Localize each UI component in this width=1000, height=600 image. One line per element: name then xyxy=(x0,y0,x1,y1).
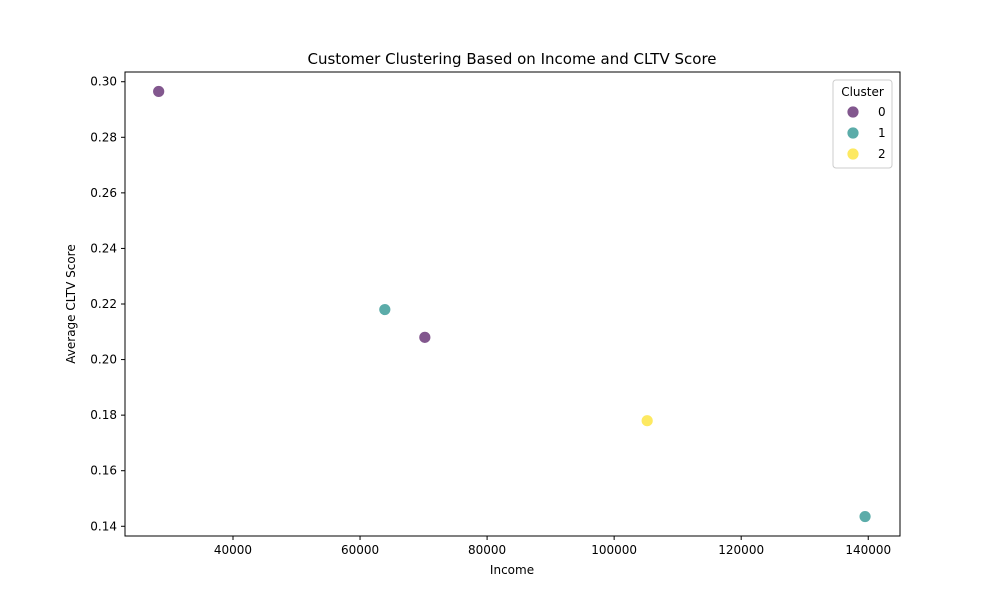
y-tick-label: 0.22 xyxy=(90,297,117,311)
data-point-cluster-1 xyxy=(378,303,392,316)
y-tick-label: 0.28 xyxy=(90,130,117,144)
legend-marker xyxy=(846,126,860,140)
y-tick-label: 0.20 xyxy=(90,353,117,367)
data-point-cluster-2 xyxy=(640,414,654,428)
legend-box xyxy=(832,79,893,169)
x-tick-label: 80000 xyxy=(468,543,506,557)
y-tick-label: 0.18 xyxy=(90,408,117,422)
y-axis: 0.14 0.16 0.18 0.20 0.22 0.24 0.26 0.28 0.30 xyxy=(90,75,125,533)
x-axis-label: Income xyxy=(490,563,534,577)
x-tick-label: 40000 xyxy=(214,543,252,557)
legend-title: Cluster xyxy=(841,85,884,99)
legend-marker xyxy=(846,147,860,161)
legend: Cluster 0 1 2 xyxy=(832,79,893,169)
y-tick-label: 0.26 xyxy=(90,186,117,200)
y-tick-label: 0.14 xyxy=(90,519,117,533)
x-tick-label: 60000 xyxy=(341,543,379,557)
data-points xyxy=(152,85,872,523)
x-tick-label: 120000 xyxy=(718,543,764,557)
legend-label: 0 xyxy=(878,105,886,119)
data-point-cluster-0 xyxy=(152,85,166,98)
x-tick-label: 140000 xyxy=(845,543,891,557)
y-tick-label: 0.24 xyxy=(90,241,117,255)
data-point-cluster-0 xyxy=(418,330,432,344)
y-tick-label: 0.16 xyxy=(90,464,117,478)
legend-label: 1 xyxy=(878,126,886,140)
data-point-cluster-1 xyxy=(858,510,872,523)
x-tick-label: 100000 xyxy=(591,543,637,557)
x-axis: 40000 60000 80000 100000 120000 140000 xyxy=(214,536,891,557)
plot-frame xyxy=(124,71,901,537)
chart-title: Customer Clustering Based on Income and … xyxy=(307,50,716,68)
plot-area xyxy=(124,71,901,537)
legend-entries: 0 1 2 xyxy=(846,105,886,161)
legend-label: 2 xyxy=(878,147,886,161)
y-tick-label: 0.30 xyxy=(90,75,117,89)
legend-marker xyxy=(846,105,860,119)
y-axis-label: Average CLTV Score xyxy=(64,244,78,363)
